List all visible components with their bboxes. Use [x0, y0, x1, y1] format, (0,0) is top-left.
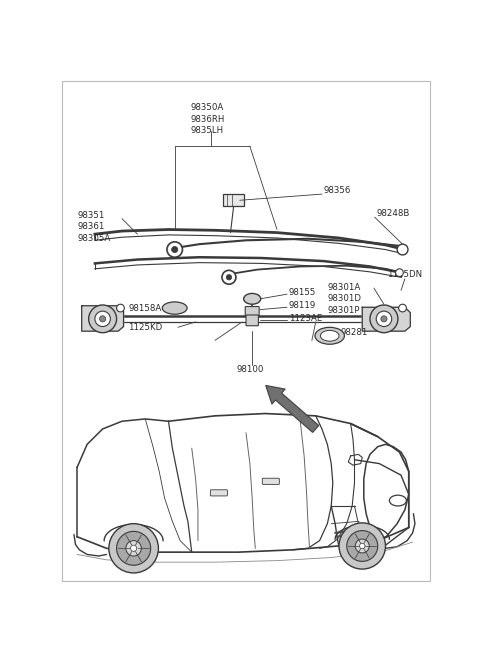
Circle shape [109, 523, 158, 573]
Circle shape [172, 246, 178, 253]
Text: 98155: 98155 [288, 288, 316, 297]
Ellipse shape [321, 330, 339, 341]
Circle shape [226, 274, 232, 280]
Polygon shape [362, 307, 410, 331]
Circle shape [222, 271, 236, 284]
Circle shape [131, 545, 137, 552]
Ellipse shape [244, 293, 261, 304]
FancyArrow shape [266, 385, 319, 432]
Text: 98158A: 98158A [128, 303, 161, 312]
Circle shape [396, 269, 403, 276]
Circle shape [399, 304, 407, 312]
Circle shape [117, 531, 151, 565]
Circle shape [95, 311, 110, 327]
FancyBboxPatch shape [262, 478, 279, 485]
Text: 98119: 98119 [288, 301, 316, 310]
Text: 1123AE: 1123AE [288, 314, 322, 324]
FancyBboxPatch shape [210, 490, 228, 496]
Text: 98100: 98100 [237, 365, 264, 374]
Text: 98350A
9836RH
9835LH: 98350A 9836RH 9835LH [190, 103, 225, 135]
FancyBboxPatch shape [246, 315, 258, 326]
Text: 98301A
98301D
98301P: 98301A 98301D 98301P [327, 283, 361, 314]
Circle shape [89, 305, 117, 333]
Circle shape [347, 531, 378, 561]
Circle shape [397, 244, 408, 255]
Circle shape [360, 543, 365, 549]
Polygon shape [82, 306, 123, 331]
Text: 1125KD: 1125KD [128, 323, 162, 332]
Circle shape [339, 523, 385, 569]
Circle shape [376, 311, 392, 327]
Text: 98351
98361
98305A: 98351 98361 98305A [77, 211, 110, 243]
Text: 1125DN: 1125DN [387, 271, 422, 280]
Circle shape [117, 304, 124, 312]
Bar [223, 194, 244, 206]
Circle shape [167, 242, 182, 257]
Ellipse shape [315, 328, 345, 345]
Circle shape [99, 316, 106, 322]
Text: 98356: 98356 [324, 186, 351, 195]
Circle shape [126, 540, 142, 556]
Circle shape [381, 316, 387, 322]
Text: 98248B: 98248B [376, 209, 409, 218]
Circle shape [355, 539, 369, 553]
Ellipse shape [389, 495, 407, 506]
FancyBboxPatch shape [245, 307, 259, 316]
Ellipse shape [162, 302, 187, 314]
Text: 98281: 98281 [340, 328, 368, 337]
Circle shape [370, 305, 398, 333]
